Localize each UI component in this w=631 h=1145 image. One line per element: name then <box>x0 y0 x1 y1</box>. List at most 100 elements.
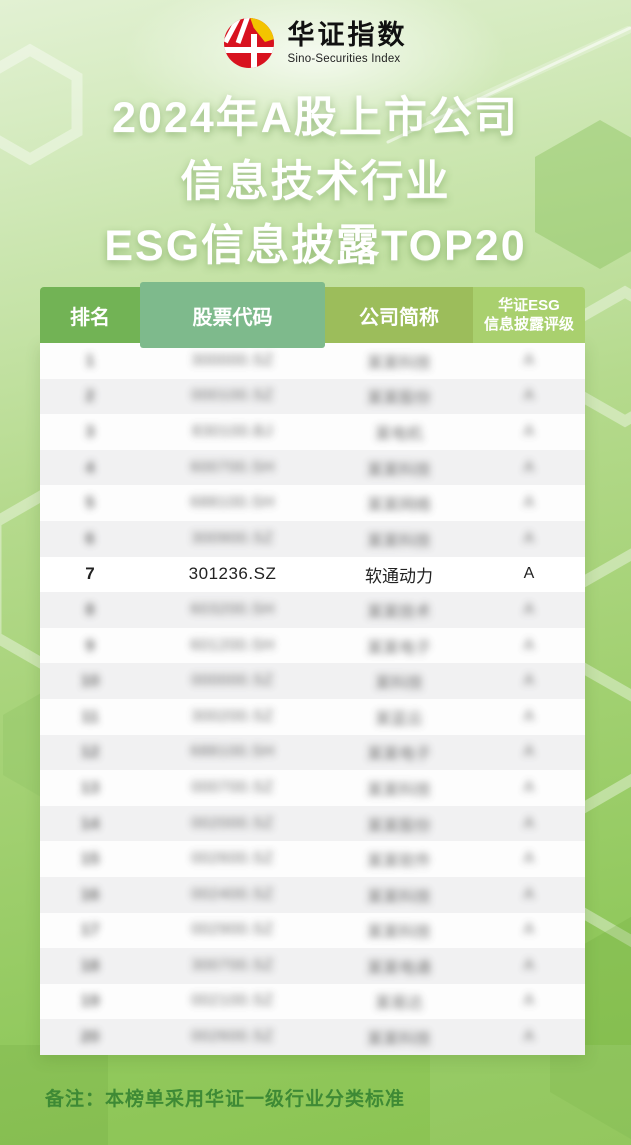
sino-securities-logo-icon <box>223 18 274 68</box>
cell-code: 002600.SZ <box>140 1019 325 1055</box>
cell-rank: 4 <box>40 450 140 486</box>
cell-code-text: 603200.SH <box>190 600 275 618</box>
cell-rating-text: A <box>523 565 535 583</box>
cell-rating-text: A <box>523 743 535 761</box>
cell-name-text: 某某电子 <box>366 746 431 764</box>
table-row-redacted: 15 002600.SZ 某某软件 A <box>40 841 585 877</box>
cell-rank-text: 12 <box>80 742 100 762</box>
cell-name-text: 某某科技 <box>366 532 431 550</box>
cell-name: 某某软件 <box>325 841 473 877</box>
table-row-redacted: 9 601200.SH 某某电子 A <box>40 627 585 664</box>
cell-rank: 17 <box>40 913 140 949</box>
header-rank-label: 排名 <box>70 306 110 329</box>
cell-code: 002100.SZ <box>140 984 325 1020</box>
cell-rank: 9 <box>40 628 140 664</box>
logo-glow-decoration <box>115 0 515 140</box>
cell-rating-text: A <box>523 387 535 405</box>
table-row-redacted: 11 300200.SZ 某蓝云 A <box>40 698 585 735</box>
table-row-redacted: 1 300000.SZ 某某科技 A <box>40 343 585 379</box>
header-stock-code-label: 股票代码 <box>192 306 273 329</box>
cell-rank-text: 9 <box>85 635 95 655</box>
table-row-redacted: 2 000100.SZ 某某股份 A <box>40 378 585 415</box>
cell-code-text: 688100.SH <box>190 743 275 761</box>
cell-rank: 18 <box>40 948 140 984</box>
header-company-name-label: 公司简称 <box>359 306 439 329</box>
cell-rank-text: 17 <box>80 920 100 940</box>
cell-rank: 2 <box>40 379 140 415</box>
ranking-table: 排名 股票代码 公司简称 华证ESG 信息披露评级 1 300000.SZ 某某科技… <box>40 282 585 1055</box>
cell-rating: A <box>473 663 585 699</box>
cell-code: 830100.BJ <box>140 414 325 450</box>
cell-name: 某某电子 <box>325 735 473 771</box>
table-row-redacted: 12 688100.SH 某某电子 A <box>40 734 585 771</box>
cell-rating-text: A <box>523 529 535 547</box>
cell-rank: 16 <box>40 877 140 913</box>
cell-name-text: 某某科技 <box>366 888 431 906</box>
cell-rating: A <box>473 913 585 949</box>
cell-rank-text: 11 <box>81 706 99 726</box>
cell-rank-text: 14 <box>80 813 100 833</box>
cell-rank: 13 <box>40 770 140 806</box>
bottom-band-decoration <box>430 1045 631 1145</box>
cell-name-text: 某某电通 <box>366 959 431 977</box>
cell-code-text: 002600.SZ <box>191 850 274 868</box>
cell-rating-text: A <box>523 672 535 690</box>
cell-rank-text: 15 <box>80 849 100 869</box>
cell-name: 某某电子 <box>325 628 473 664</box>
cell-name-text: 某某软件 <box>366 853 431 871</box>
cell-code-text: 300000.SZ <box>191 351 274 369</box>
cell-rating: A <box>473 806 585 842</box>
cell-name-text: 某电机 <box>374 425 423 443</box>
cell-code-text: 301236.SZ <box>188 564 277 584</box>
cell-code-text: 002900.SZ <box>191 921 274 939</box>
table-row-redacted: 13 000700.SZ 某某科技 A <box>40 770 585 806</box>
cell-rating-text: A <box>523 992 535 1010</box>
cell-rank-text: 7 <box>85 564 95 584</box>
cell-name: 某某科技 <box>325 770 473 806</box>
cell-name-text: 软通动力 <box>365 566 433 586</box>
footer-note: 备注：本榜单采用华证一级行业分类标准 <box>45 1089 406 1110</box>
cell-rating-text: A <box>523 422 535 440</box>
cell-rating-text: A <box>523 494 535 512</box>
cell-code-text: 002400.SZ <box>191 885 274 903</box>
cell-rating-text: A <box>523 956 535 974</box>
cell-name-text: 某某技术 <box>366 603 431 621</box>
cell-rating: A <box>473 984 585 1020</box>
table-row-redacted: 3 830100.BJ 某电机 A <box>40 414 585 450</box>
cell-code: 600700.SH <box>140 450 325 486</box>
cell-name-text: 某某科技 <box>366 461 431 479</box>
poster-title: 2024年A股上市公司 信息技术行业 ESG信息披露TOP20 <box>0 86 631 278</box>
cell-code: 002400.SZ <box>140 877 325 913</box>
cell-code-text: 002100.SZ <box>191 992 274 1010</box>
table-row-redacted: 5 688100.SH 某某网络 A <box>40 485 585 521</box>
bottom-band-decoration <box>0 1045 108 1145</box>
cell-name: 某科技 <box>325 663 473 699</box>
title-line-1: 2024年A股上市公司 <box>112 94 519 142</box>
table-row-redacted: 4 600700.SH 某某科技 A <box>40 449 585 486</box>
table-row-redacted: 16 002400.SZ 某某科技 A <box>40 876 585 913</box>
cell-rating: A <box>473 841 585 877</box>
cell-rating-text: A <box>523 778 535 796</box>
cell-rank-text: 2 <box>85 386 95 406</box>
cell-code-text: 300700.SZ <box>191 956 274 974</box>
cell-rating: A <box>473 379 585 415</box>
cell-name: 某某科技 <box>325 450 473 486</box>
title-line-2: 信息技术行业 <box>180 158 451 206</box>
cell-rank-text: 13 <box>80 777 100 797</box>
cell-name-text: 某某科技 <box>366 354 431 372</box>
cell-name: 某某科技 <box>325 521 473 557</box>
cell-rank-text: 19 <box>80 991 100 1011</box>
table-row-redacted: 10 000000.SZ 某科技 A <box>40 663 585 699</box>
cell-name-text: 某某科技 <box>366 1031 431 1049</box>
brand-header: 华证指数 Sino-Securities Index <box>0 18 631 68</box>
cell-rank: 15 <box>40 841 140 877</box>
cell-code-text: 000100.SZ <box>191 387 274 405</box>
cell-name-text: 某易达 <box>374 995 423 1013</box>
title-line-3: ESG信息披露TOP20 <box>104 222 527 270</box>
cell-rating-text: A <box>523 458 535 476</box>
cell-name: 某某网络 <box>325 485 473 521</box>
table-row-redacted: 17 002900.SZ 某某科技 A <box>40 912 585 949</box>
cell-name-text: 某科技 <box>374 675 423 693</box>
cell-name: 某某科技 <box>325 343 473 379</box>
